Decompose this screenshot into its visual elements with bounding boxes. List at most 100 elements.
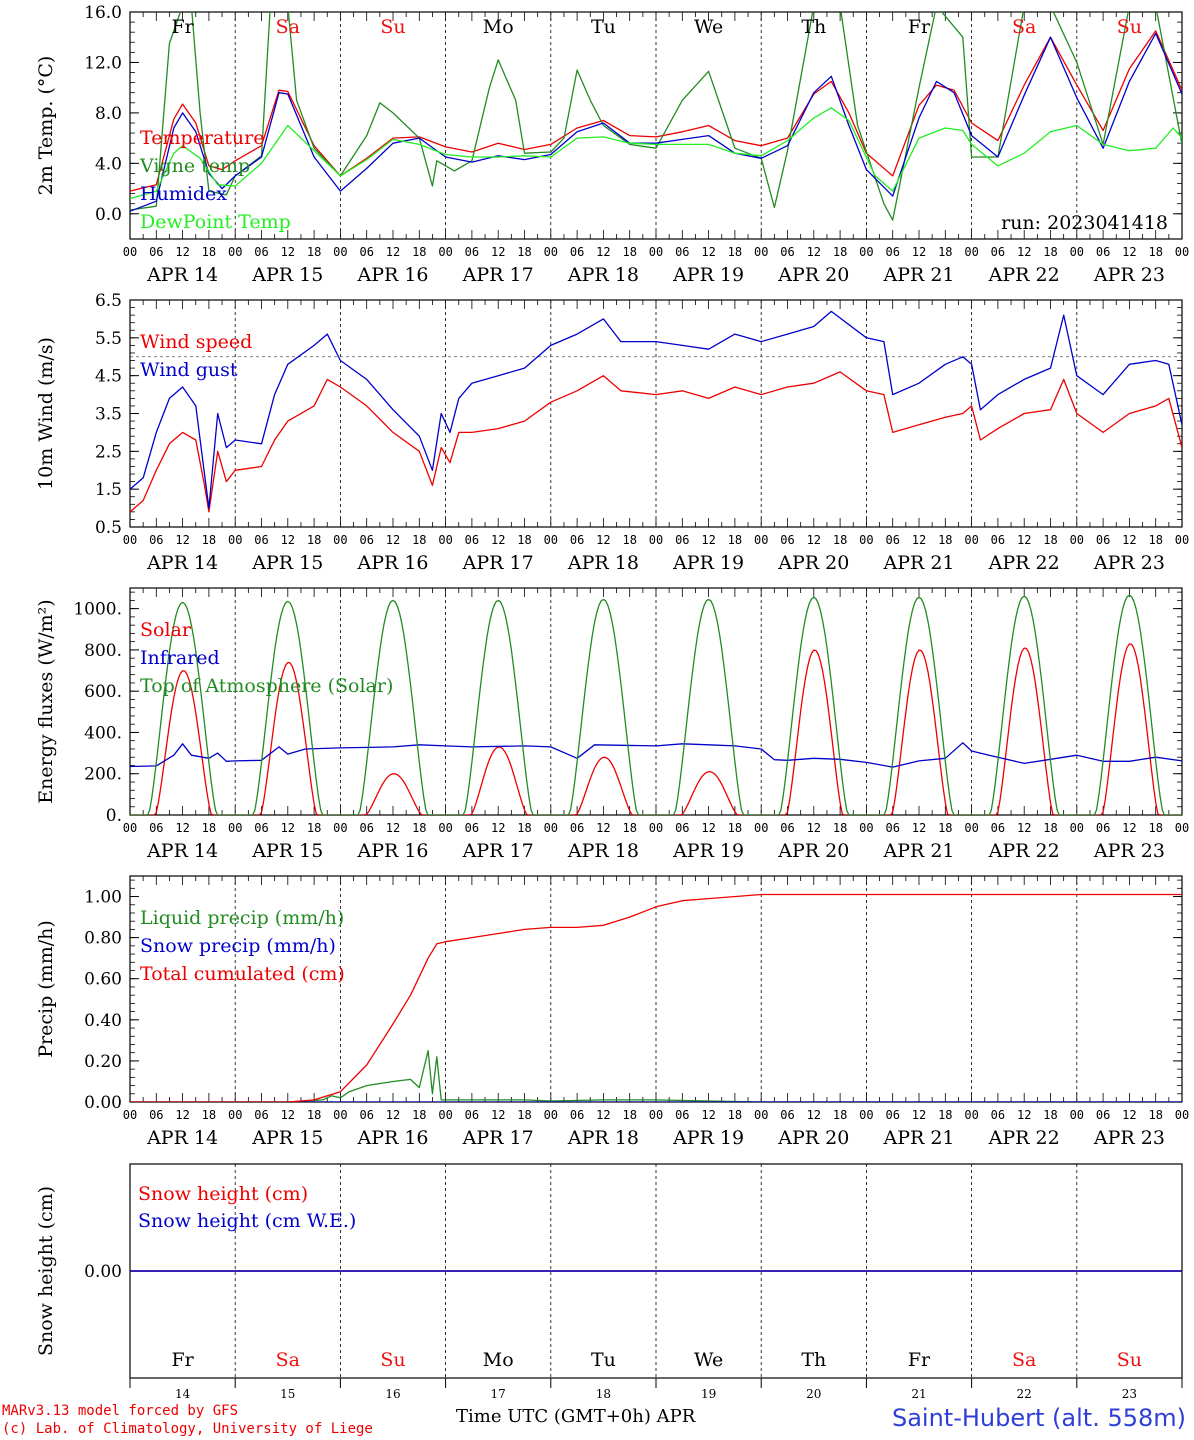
date-label: APR 21 (882, 264, 954, 286)
hour-tick-label: 18 (1043, 821, 1057, 835)
weekday-label: Su (1117, 1349, 1142, 1371)
hour-tick-label: 00 (859, 1108, 873, 1122)
hour-tick-label: 12 (596, 1108, 610, 1122)
hour-tick-label: 12 (491, 245, 505, 259)
hour-tick-label: 00 (123, 1108, 137, 1122)
weekday-label: Fr (171, 1349, 194, 1371)
hour-tick-label: 18 (517, 821, 531, 835)
y-tick-label: 1.5 (95, 480, 122, 500)
series-total-cumulated-cm (130, 893, 1182, 1102)
hour-tick-label: 18 (517, 245, 531, 259)
date-label: APR 15 (251, 1127, 323, 1149)
day-number-label: 16 (385, 1387, 400, 1401)
hour-tick-label: 06 (570, 821, 584, 835)
hour-tick-label: 18 (728, 533, 742, 547)
hour-tick-label: 00 (1070, 1108, 1084, 1122)
y-axis-title: Snow height (cm) (35, 1186, 57, 1356)
date-label: APR 19 (672, 264, 744, 286)
hour-tick-label: 06 (780, 533, 794, 547)
weekday-label: Fr (908, 1349, 931, 1371)
y-axis-title: 2m Temp. (°C) (35, 56, 57, 196)
hour-tick-label: 12 (386, 821, 400, 835)
weekday-label: Fr (171, 16, 194, 38)
hour-tick-label: 18 (517, 533, 531, 547)
date-label: APR 22 (988, 840, 1060, 862)
hour-tick-label: 06 (254, 1108, 268, 1122)
hour-tick-label: 18 (1043, 1108, 1057, 1122)
hour-tick-label: 12 (596, 533, 610, 547)
hour-tick-label: 18 (412, 821, 426, 835)
hour-tick-label: 06 (359, 821, 373, 835)
y-tick-label: 0.40 (84, 1011, 122, 1031)
hour-tick-label: 00 (1070, 245, 1084, 259)
legend-entry: DewPoint Temp (140, 211, 291, 233)
hour-tick-label: 00 (649, 533, 663, 547)
hour-tick-label: 18 (938, 1108, 952, 1122)
series-infrared (130, 742, 1182, 768)
hour-tick-label: 18 (307, 245, 321, 259)
hour-tick-label: 18 (728, 821, 742, 835)
hour-tick-label: 12 (491, 821, 505, 835)
panel-temp: 00 06 12 18 00 06 12 18 00 06 12 18 00 06 12 18 00 06 12 18… (35, 3, 1189, 286)
hour-tick-label: 18 (622, 245, 636, 259)
hour-tick-label: 12 (175, 533, 189, 547)
weekday-label: We (694, 16, 723, 38)
hour-tick-label: 18 (833, 533, 847, 547)
legend-entry: Humidex (140, 183, 227, 205)
weekday-label: Mo (483, 16, 514, 38)
hour-tick-label: 06 (570, 245, 584, 259)
hour-tick-label: 12 (1122, 821, 1136, 835)
date-label: APR 23 (1093, 264, 1165, 286)
hour-tick-label: 00 (544, 1108, 558, 1122)
hour-tick-label: 00 (123, 821, 137, 835)
hour-tick-label: 06 (254, 245, 268, 259)
hour-tick-label: 18 (938, 821, 952, 835)
date-label: APR 20 (777, 840, 849, 862)
y-tick-label: 200. (84, 765, 122, 785)
hour-tick-label: 00 (859, 533, 873, 547)
hour-tick-label: 06 (254, 533, 268, 547)
hour-tick-label: 06 (149, 1108, 163, 1122)
hour-tick-label: 00 (333, 1108, 347, 1122)
hour-tick-label: 18 (833, 821, 847, 835)
hour-tick-label: 06 (465, 821, 479, 835)
legend-entry: Liquid precip (mm/h) (140, 907, 344, 929)
y-tick-label: 800. (84, 641, 122, 661)
date-label: APR 17 (462, 264, 534, 286)
date-label: APR 18 (567, 840, 639, 862)
hour-tick-label: 12 (701, 245, 715, 259)
hour-tick-label: 00 (228, 245, 242, 259)
weekday-label: Mo (483, 1349, 514, 1371)
hour-tick-label: 00 (123, 245, 137, 259)
panel-snow: 0.00 Snow height (cm) Snow height (cm) Snow… (35, 1163, 1183, 1401)
day-number-label: 22 (1017, 1387, 1032, 1401)
hour-tick-label: 00 (859, 245, 873, 259)
date-label: APR 17 (462, 840, 534, 862)
hour-tick-label: 18 (622, 1108, 636, 1122)
date-label: APR 16 (356, 840, 428, 862)
hour-tick-label: 06 (675, 533, 689, 547)
date-label: APR 22 (988, 1127, 1060, 1149)
panel-wind: 00 06 12 18 00 06 12 18 00 06 12 18 00 06 12 18 00 06 12 18… (35, 291, 1189, 574)
y-tick-label: 2.5 (95, 442, 122, 462)
hour-tick-label: 18 (202, 1108, 216, 1122)
date-label: APR 14 (146, 264, 218, 286)
hour-tick-label: 06 (991, 533, 1005, 547)
weekday-label: Su (1117, 16, 1142, 38)
hour-tick-label: 06 (1096, 821, 1110, 835)
hour-tick-label: 06 (149, 533, 163, 547)
day-number-label: 20 (806, 1387, 821, 1401)
hour-tick-label: 18 (938, 533, 952, 547)
hour-tick-label: 18 (938, 245, 952, 259)
hour-tick-label: 18 (622, 533, 636, 547)
hour-tick-label: 06 (359, 245, 373, 259)
hour-tick-label: 06 (570, 1108, 584, 1122)
hour-tick-label: 00 (438, 1108, 452, 1122)
date-label: APR 17 (462, 552, 534, 574)
hour-tick-label: 00 (754, 1108, 768, 1122)
y-tick-label: 0.0 (95, 205, 122, 225)
hour-tick-label: 12 (386, 533, 400, 547)
hour-tick-label: 06 (780, 821, 794, 835)
hour-tick-label: 06 (465, 1108, 479, 1122)
hour-tick-label: 12 (807, 533, 821, 547)
